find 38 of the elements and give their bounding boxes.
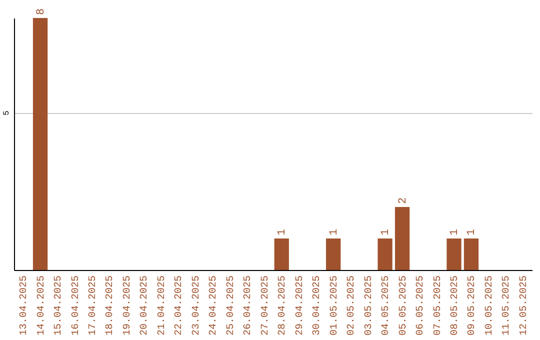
data-label: 2 xyxy=(397,197,410,204)
x-tick-label: 19.04.2025 xyxy=(122,276,134,336)
x-tick-label: 14.04.2025 xyxy=(36,276,48,336)
x-tick-label: 27.04.2025 xyxy=(260,276,272,336)
data-label: 8 xyxy=(35,8,48,15)
x-tick-label: 09.05.2025 xyxy=(467,276,478,336)
x-tick-label: 02.05.2025 xyxy=(346,276,358,336)
data-label: 1 xyxy=(328,228,340,236)
x-tick-label: 26.04.2025 xyxy=(243,276,254,336)
data-label: 1 xyxy=(449,228,461,236)
x-tick-label: 22.04.2025 xyxy=(174,276,186,336)
x-tick-label: 15.04.2025 xyxy=(54,276,65,336)
x-tick-label: 10.05.2025 xyxy=(484,276,496,336)
x-tick-label: 03.05.2025 xyxy=(364,276,375,336)
x-tick-label: 25.04.2025 xyxy=(226,276,237,336)
x-tick-label: 29.04.2025 xyxy=(294,276,306,336)
x-tick-label: 30.04.2025 xyxy=(312,276,324,336)
x-tick-label: 24.04.2025 xyxy=(208,276,220,336)
x-tick-label: 16.04.2025 xyxy=(70,276,82,336)
x-tick-label: 23.04.2025 xyxy=(191,276,202,336)
data-label: 1 xyxy=(380,228,392,236)
y-tick-label: 5 xyxy=(2,110,12,116)
x-tick-label: 06.05.2025 xyxy=(416,276,427,336)
x-tick-label: 04.05.2025 xyxy=(381,276,392,336)
x-tick-label: 01.05.2025 xyxy=(329,276,340,336)
x-tick-label: 28.04.2025 xyxy=(278,276,289,336)
x-tick-label: 13.04.2025 xyxy=(19,276,30,336)
data-label: 1 xyxy=(466,228,478,236)
x-tick-label: 17.04.2025 xyxy=(88,276,99,336)
x-tick-label: 11.05.2025 xyxy=(502,276,513,336)
x-tick-label: 05.05.2025 xyxy=(398,276,410,336)
x-tick-label: 18.04.2025 xyxy=(105,276,116,336)
x-tick-label: 08.05.2025 xyxy=(450,276,461,336)
data-label: 1 xyxy=(276,228,289,236)
x-tick-label: 21.04.2025 xyxy=(156,276,168,336)
x-tick-label: 12.05.2025 xyxy=(518,276,530,336)
x-tick-label: 07.05.2025 xyxy=(432,276,444,336)
x-tick-label: 20.04.2025 xyxy=(140,276,151,336)
